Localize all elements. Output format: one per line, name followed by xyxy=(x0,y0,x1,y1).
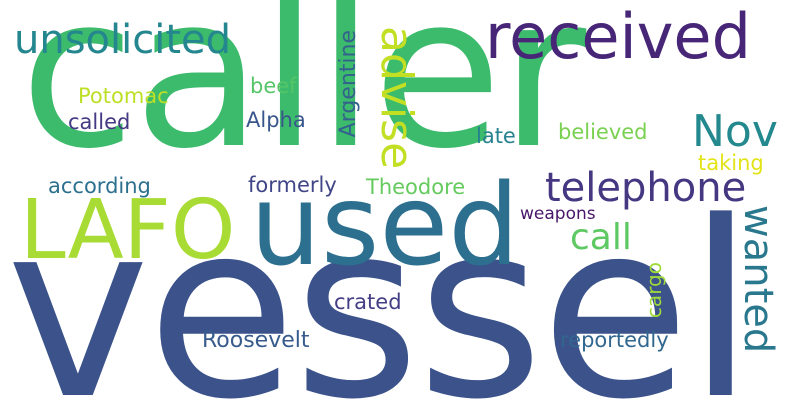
word-according-text: according xyxy=(48,174,151,198)
word-reportedly: reportedly xyxy=(560,330,669,351)
word-unsolicited: unsolicited xyxy=(14,20,231,60)
word-wanted: wanted xyxy=(735,205,781,354)
word-received: received xyxy=(485,6,751,68)
word-weapons-text: weapons xyxy=(520,204,596,224)
word-used: used xyxy=(250,170,519,282)
word-nov: Nov xyxy=(692,110,778,154)
word-roosevelt-text: Roosevelt xyxy=(202,328,310,353)
word-call-text: call xyxy=(570,217,632,258)
word-received-text: received xyxy=(485,0,751,73)
word-lafo-text: LAFO xyxy=(20,183,236,278)
word-theodore: Theodore xyxy=(366,177,465,198)
word-telephone: telephone xyxy=(545,168,746,208)
word-cargo-text: cargo xyxy=(642,262,666,319)
word-telephone-text: telephone xyxy=(545,165,747,211)
word-weapons: weapons xyxy=(520,206,596,223)
word-vessel: vessel xyxy=(6,170,755,405)
word-alpha: Alpha xyxy=(246,110,306,131)
word-roosevelt: Roosevelt xyxy=(202,330,310,352)
word-called-text: called xyxy=(68,110,131,134)
word-formerly-text: formerly xyxy=(248,173,337,197)
word-formerly: formerly xyxy=(248,175,337,196)
word-argentine: Argentine xyxy=(336,30,361,138)
word-used-text: used xyxy=(250,161,520,291)
word-taking: taking xyxy=(698,153,764,174)
word-cargo: cargo xyxy=(642,262,666,319)
word-wanted-text: wanted xyxy=(735,205,781,354)
word-crated-text: crated xyxy=(334,290,402,314)
word-late-text: late xyxy=(476,124,516,148)
word-potomac: Potomac xyxy=(78,86,169,107)
word-potomac-text: Potomac xyxy=(78,84,169,108)
word-caller: caller xyxy=(20,0,586,195)
word-taking-text: taking xyxy=(698,151,764,175)
word-crated: crated xyxy=(334,292,402,313)
word-theodore-text: Theodore xyxy=(366,175,466,199)
word-alpha-text: Alpha xyxy=(246,108,306,132)
word-caller-text: caller xyxy=(20,0,586,195)
word-beef-text: beef xyxy=(250,74,297,98)
word-call: call xyxy=(570,220,632,256)
word-unsolicited-text: unsolicited xyxy=(14,17,232,63)
word-vessel-text: vessel xyxy=(6,170,755,405)
word-called: called xyxy=(68,112,130,133)
word-according: according xyxy=(48,176,151,197)
word-believed: believed xyxy=(558,122,648,143)
word-believed-text: believed xyxy=(558,120,648,144)
word-argentine-text: Argentine xyxy=(336,30,361,138)
word-advise: advise xyxy=(371,26,422,170)
word-late: late xyxy=(476,126,516,147)
word-reportedly-text: reportedly xyxy=(560,328,669,352)
word-advise-text: advise xyxy=(371,26,422,170)
word-nov-text: Nov xyxy=(692,106,778,157)
word-lafo: LAFO xyxy=(20,190,235,272)
word-beef: beef xyxy=(250,76,297,97)
